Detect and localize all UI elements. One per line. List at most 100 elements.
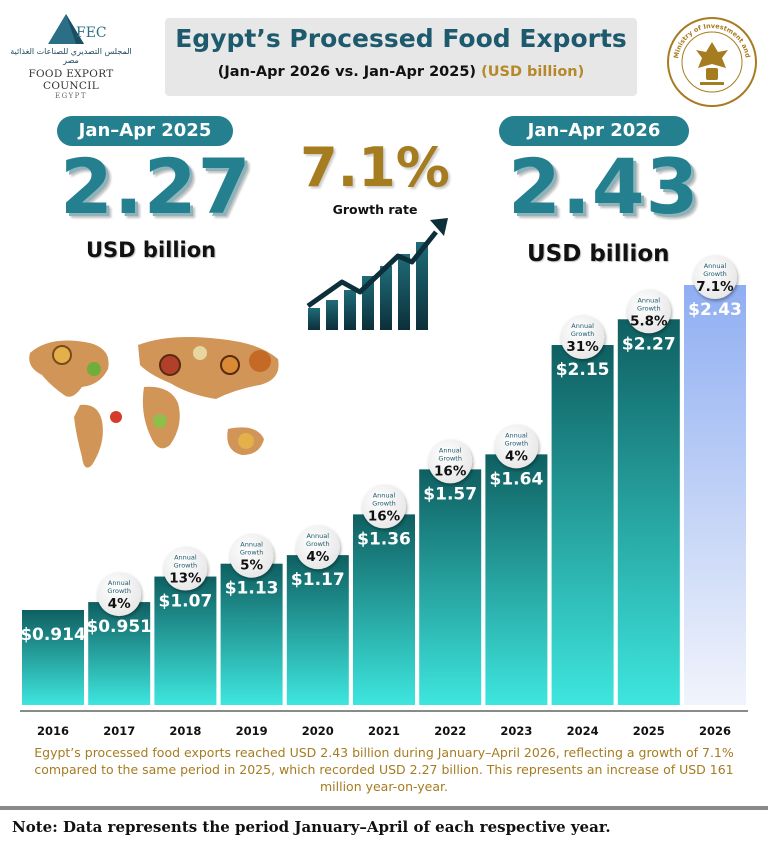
- bar-2026: [684, 285, 746, 705]
- growth-badge-caption: Growth: [107, 587, 131, 595]
- ministry-seal-icon: Ministry of Investment and Foreign Trade: [666, 16, 757, 107]
- growth-badge-circle: [560, 315, 605, 360]
- bar-2020: [286, 555, 349, 705]
- value-label-2018: $1.07: [159, 592, 213, 612]
- growth-rate-label: Growth rate: [332, 202, 418, 217]
- pyramid-logo-icon: FEC: [48, 14, 106, 44]
- world-food-map-image: [29, 337, 279, 468]
- growth-badge-caption: Growth: [240, 549, 264, 557]
- growth-badge-caption: Annual: [571, 322, 594, 330]
- growth-badge-value: 13%: [169, 571, 202, 587]
- growth-badge-caption: Annual: [108, 579, 131, 587]
- logo-country: EGYPT: [54, 92, 88, 100]
- tick-label-2019: 2019: [236, 724, 268, 738]
- tick-label-2024: 2024: [567, 724, 599, 738]
- growth-badge-caption: Annual: [505, 431, 528, 439]
- growth-badge-caption: Growth: [438, 454, 462, 462]
- growth-badge-circle: [97, 572, 142, 617]
- logo-arabic-name: المجلس التصديري للصناعات الغذائية مصر: [10, 47, 132, 65]
- growth-badge-caption: Growth: [306, 540, 330, 548]
- value-label-2019: $1.13: [225, 579, 279, 599]
- data-note: Note: Data represents the period January…: [12, 818, 611, 836]
- bar-2019: [220, 563, 283, 705]
- growth-badge-value: 4%: [108, 596, 131, 612]
- tick-label-2017: 2017: [103, 724, 135, 738]
- tick-label-2026: 2026: [699, 724, 731, 738]
- bar-2016: [22, 610, 84, 705]
- kpi-prev-label: Jan–Apr 2025: [57, 116, 233, 146]
- value-label-2024: $2.15: [556, 360, 610, 380]
- value-label-2025: $2.27: [622, 334, 676, 354]
- logo-abbr: FEC: [76, 25, 106, 41]
- growth-badge-circle: [229, 533, 274, 578]
- growth-badge-value: 16%: [434, 463, 467, 479]
- value-label-2022: $1.57: [423, 484, 477, 504]
- kpi-prev-value: 2.27: [60, 142, 252, 231]
- growth-rate-value: 7.1%: [300, 136, 450, 199]
- growth-badge-caption: Annual: [174, 554, 197, 562]
- growth-badge-circle: [295, 525, 340, 570]
- growth-badge-value: 5%: [240, 558, 263, 574]
- kpi-curr-value: 2.43: [508, 142, 700, 231]
- bar-2018: [154, 576, 217, 705]
- bar-2021: [353, 514, 415, 705]
- growth-badge-caption: Annual: [439, 446, 462, 454]
- tick-label-2016: 2016: [37, 724, 69, 738]
- page-subtitle: (Jan-Apr 2026 vs. Jan-Apr 2025) (USD bil…: [165, 64, 637, 80]
- value-label-2020: $1.17: [291, 570, 345, 590]
- bar-2017: [88, 602, 151, 705]
- growth-badge-caption: Growth: [637, 304, 661, 312]
- growth-block: 7.1% Growth rate: [300, 136, 450, 218]
- growth-badge-caption: Growth: [372, 499, 396, 507]
- growth-badge-circle: [693, 255, 737, 299]
- growth-badge-circle: [626, 289, 671, 334]
- growth-badge-caption: Growth: [174, 562, 198, 570]
- growth-badge-caption: Annual: [704, 262, 727, 270]
- title-box: Egypt’s Processed Food Exports (Jan-Apr …: [165, 18, 637, 96]
- growth-badge-caption: Growth: [505, 439, 529, 447]
- subtitle-period: (Jan-Apr 2026 vs. Jan-Apr 2025): [217, 64, 477, 80]
- bar-2023: [485, 454, 548, 705]
- divider: [0, 806, 768, 810]
- growth-badge-caption: Annual: [637, 296, 660, 304]
- kpi-curr-label: Jan–Apr 2026: [499, 116, 689, 146]
- tick-label-2021: 2021: [368, 724, 400, 738]
- growth-badge-circle: [494, 424, 539, 469]
- growth-badge-caption: Growth: [571, 330, 595, 338]
- summary-text: Egypt’s processed food exports reached U…: [34, 745, 734, 794]
- page-title: Egypt’s Processed Food Exports: [175, 24, 627, 53]
- growth-badge-circle: [362, 484, 406, 529]
- bar-2025: [617, 319, 680, 705]
- kpi-curr-unit: USD billion: [527, 241, 670, 267]
- tick-label-2018: 2018: [169, 724, 201, 738]
- growth-badge-value: 16%: [368, 508, 401, 524]
- value-label-2026: $2.43: [688, 300, 742, 320]
- growth-badge-caption: Annual: [240, 541, 263, 549]
- growth-badge-circle: [428, 439, 473, 484]
- trend-up-icon: [306, 218, 448, 330]
- growth-badge-value: 4%: [505, 448, 528, 464]
- tick-label-2022: 2022: [434, 724, 466, 738]
- value-label-2023: $1.64: [490, 469, 544, 489]
- subtitle-unit: (USD billion): [481, 64, 585, 80]
- growth-badge-value: 4%: [306, 549, 329, 565]
- kpi-prev-unit: USD billion: [86, 238, 217, 262]
- logo-name: FOOD EXPORT COUNCIL: [28, 68, 114, 92]
- growth-badge-circle: [163, 546, 208, 591]
- growth-badge-value: 31%: [566, 339, 599, 355]
- bar-2022: [419, 469, 482, 705]
- tick-label-2020: 2020: [302, 724, 334, 738]
- value-label-2017: $0.951: [86, 617, 152, 637]
- value-label-2021: $1.36: [357, 529, 411, 549]
